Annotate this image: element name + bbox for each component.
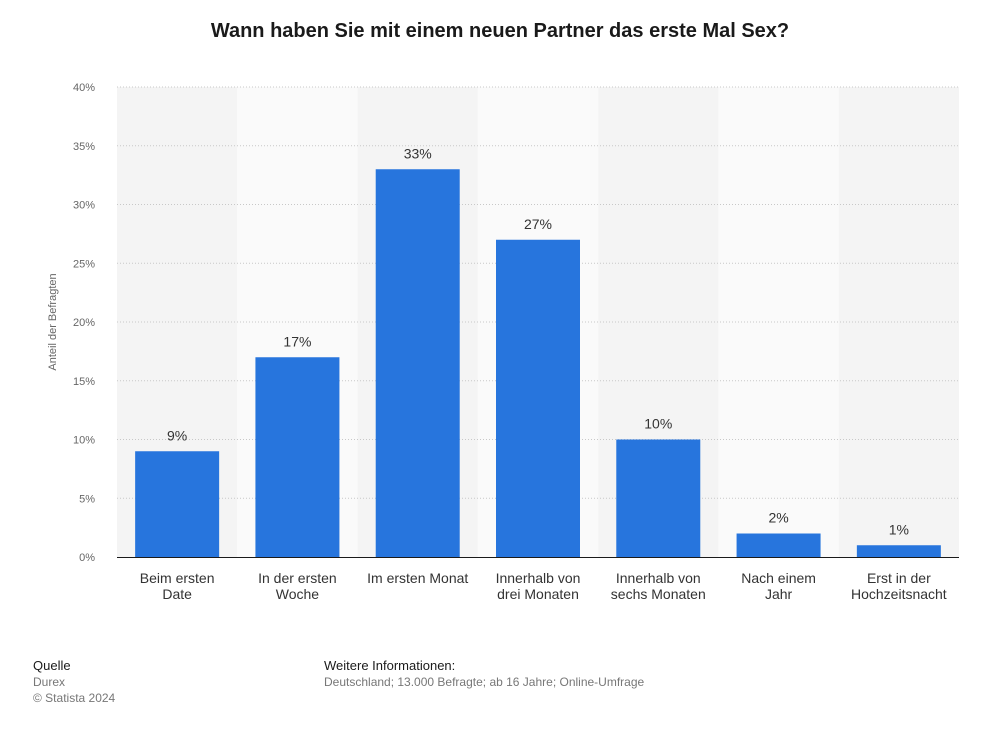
y-tick-label: 0% [79, 552, 95, 564]
value-label: 1% [889, 521, 909, 537]
bar [616, 439, 701, 557]
chart-title: Wann haben Sie mit einem neuen Partner d… [210, 20, 790, 42]
x-tick-label: Innerhalb von sechs Monaten [611, 570, 706, 602]
bar [255, 357, 340, 557]
y-tick-label: 5% [79, 493, 95, 505]
value-label: 9% [167, 427, 187, 443]
source-heading: Quelle [33, 658, 71, 673]
bar [496, 239, 580, 557]
value-label: 10% [644, 416, 672, 432]
x-tick-label: Erst in der Hochzeitsnacht [851, 570, 947, 602]
x-tick-label: Nach einem Jahr [741, 570, 816, 602]
y-tick-label: 40% [73, 82, 95, 94]
y-tick-label: 30% [73, 200, 95, 212]
value-label: 33% [404, 145, 432, 161]
y-tick-label: 35% [73, 141, 95, 153]
x-tick-label: Im ersten Monat [367, 570, 468, 586]
y-tick-label: 10% [73, 435, 95, 447]
info-block: Weitere Informationen: Deutschland; 13.0… [324, 658, 644, 690]
info-text: Deutschland; 13.000 Befragte; ab 16 Jahr… [324, 675, 645, 689]
background-band [838, 87, 959, 557]
y-axis-title: Anteil der Befragten [47, 273, 59, 370]
bar [856, 545, 941, 557]
background-band [718, 87, 839, 557]
y-tick-label: 25% [73, 258, 95, 270]
x-tick-label: Beim ersten Date [140, 570, 215, 602]
value-label: 27% [524, 216, 552, 232]
bar [135, 451, 220, 557]
info-heading: Weitere Informationen: [324, 658, 456, 673]
source-name: Durex [33, 675, 66, 689]
x-tick-label: Innerhalb von drei Monaten [496, 570, 581, 602]
y-tick-label: 20% [73, 317, 95, 329]
value-label: 17% [283, 333, 311, 349]
y-tick-label: 15% [73, 376, 95, 388]
source-block: Quelle Durex © Statista 2024 [33, 658, 115, 706]
bar-chart: 0% 5% 10% 15% 20% 25% 30% 35% 40% Anteil der Befr… [47, 82, 959, 602]
x-tick-label: In der ersten Woche [258, 570, 337, 602]
bar [375, 169, 460, 557]
bar [736, 533, 821, 557]
copyright: © Statista 2024 [33, 691, 116, 705]
value-label: 2% [768, 510, 788, 526]
